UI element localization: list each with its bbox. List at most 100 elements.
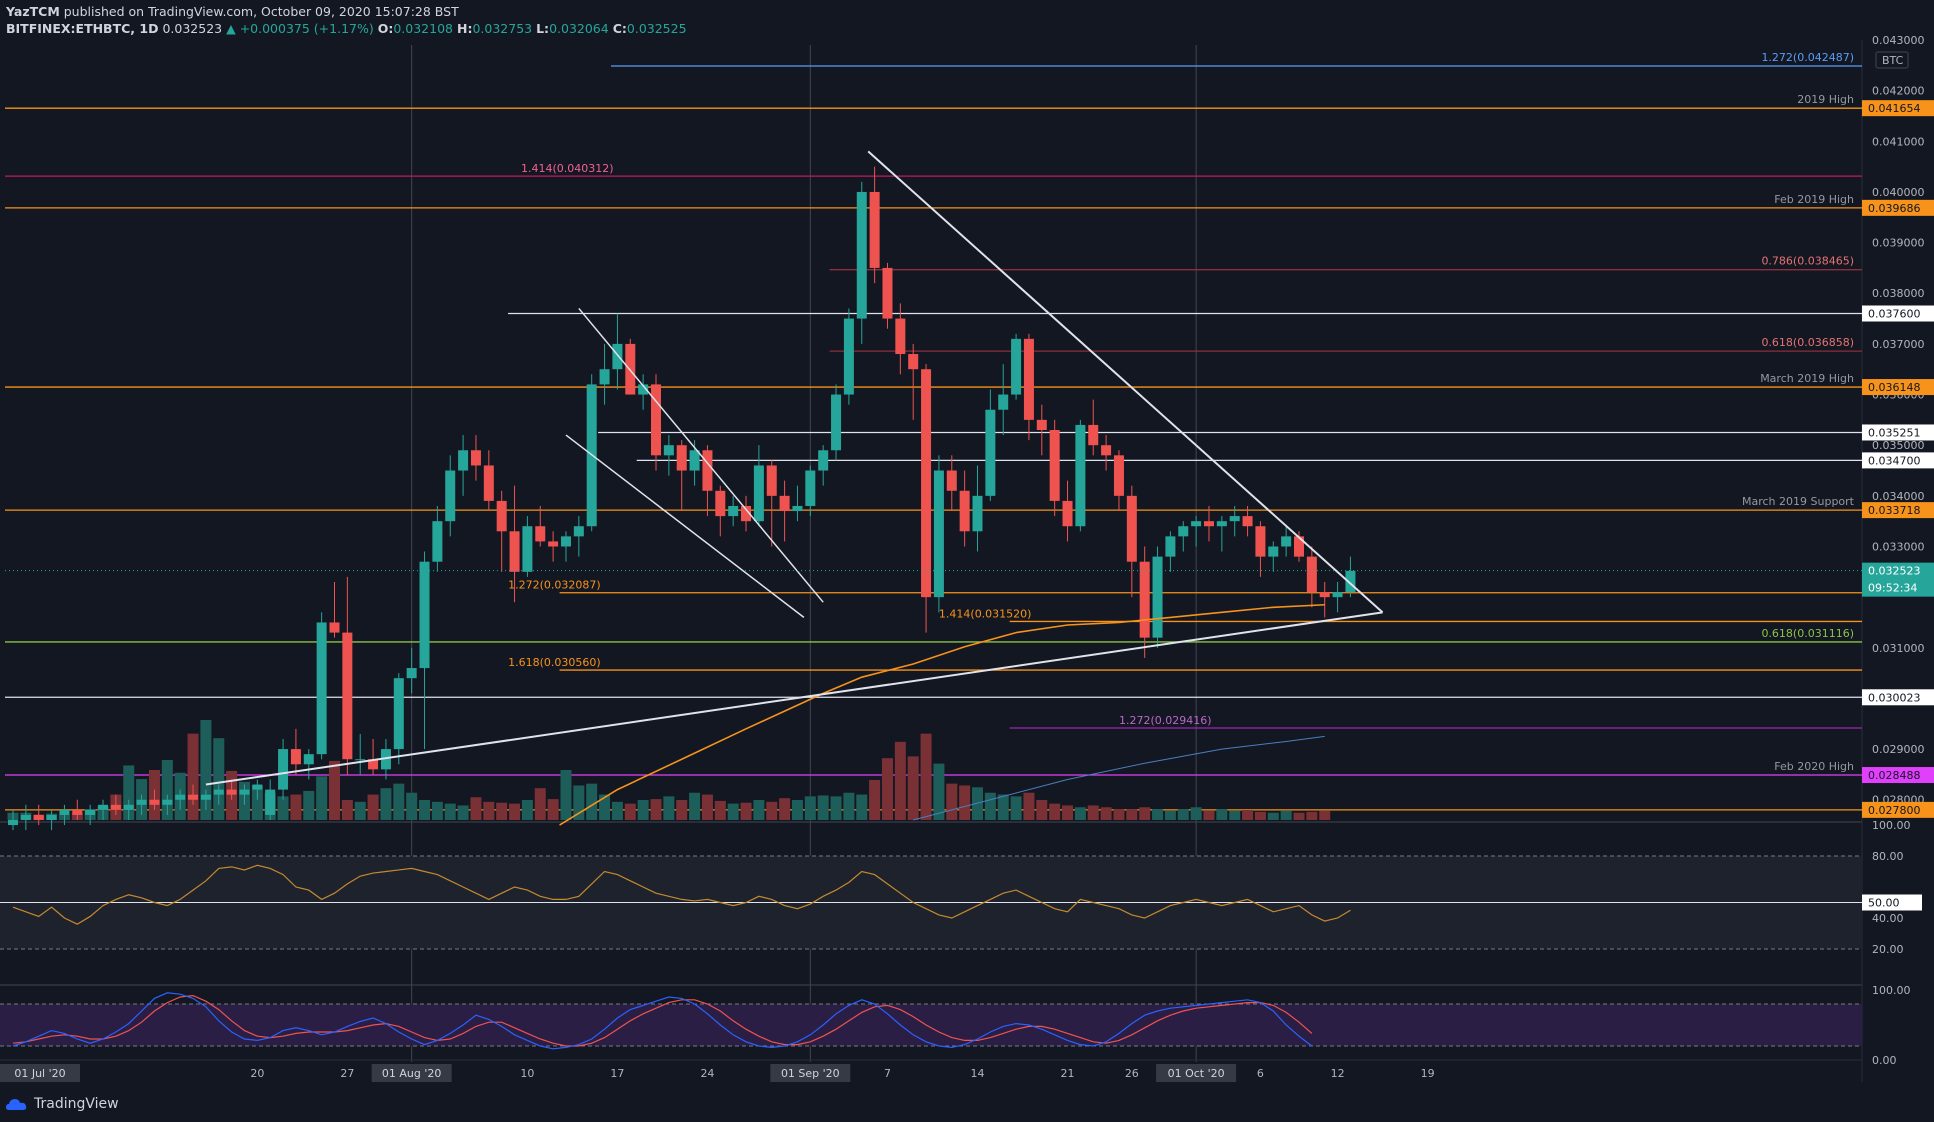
volume-bar [354, 801, 366, 820]
author-name[interactable]: YazTCM [6, 4, 60, 19]
volume-bar [1216, 809, 1228, 820]
volume-bar [367, 794, 379, 820]
candle-body [252, 784, 263, 790]
level-price-value: 0.028488 [1868, 769, 1921, 782]
volume-bar [316, 776, 328, 820]
volume-bar [637, 800, 649, 820]
symbol-name[interactable]: BITFINEX:ETHBTC, 1D [6, 21, 159, 36]
trendline [867, 150, 1384, 614]
candle-body [483, 465, 494, 501]
time-tick-label: 6 [1257, 1067, 1264, 1080]
trendline [205, 611, 1383, 786]
candle-body [1088, 424, 1099, 446]
candle-body [368, 759, 379, 770]
time-tick-box [770, 1064, 851, 1082]
price-tick-label: 0.033000 [1872, 540, 1925, 553]
rsi-line [12, 864, 1351, 925]
stoch-k-line [12, 992, 1313, 1050]
candle-body [316, 622, 327, 755]
low-value: 0.032064 [549, 21, 609, 36]
candle-body [1113, 455, 1124, 496]
candle-body [213, 789, 224, 795]
volume-bar [714, 800, 726, 820]
candle-body [1229, 516, 1240, 522]
volume-bar [161, 760, 173, 820]
level-price-value: 0.027800 [1868, 804, 1921, 817]
candle-body [20, 814, 31, 820]
up-arrow-icon: ▲ [226, 21, 236, 36]
level-label: 0.618(0.031116) [1761, 627, 1854, 640]
candle-body [599, 369, 610, 385]
time-tick-label: 26 [1125, 1067, 1139, 1080]
candle-body [162, 799, 173, 805]
level-price-value: 0.037600 [1868, 308, 1921, 321]
volume-bar [650, 799, 662, 820]
time-tick-label: 01 Aug '20 [382, 1067, 442, 1080]
volume-bar [1319, 810, 1331, 820]
volume-bar [856, 794, 868, 820]
volume-bar [920, 733, 932, 820]
volume-bar [560, 770, 572, 820]
volume-bar [1280, 810, 1292, 820]
candle-body [908, 354, 919, 370]
time-tick-label: 01 Sep '20 [781, 1067, 840, 1080]
volume-bar [457, 805, 469, 820]
candle-body [496, 500, 507, 532]
tradingview-brand: TradingView [34, 1096, 119, 1112]
volume-bar [624, 803, 636, 820]
level-price-value: 0.039686 [1868, 202, 1921, 215]
volume-bar [959, 785, 971, 820]
volume-bar [341, 800, 353, 820]
level-label: March 2019 Support [1742, 495, 1855, 508]
level-price-box [1862, 767, 1934, 784]
rsi-tick-label: 80.00 [1872, 850, 1904, 863]
candle-body [1255, 526, 1266, 557]
candle-body [329, 622, 340, 633]
candle-body [921, 369, 932, 598]
candle-body [985, 409, 996, 496]
volume-bar [766, 801, 778, 820]
currency-box [1875, 51, 1909, 69]
level-price-value: 0.036148 [1868, 381, 1921, 394]
volume-bar [187, 733, 199, 820]
price-tick-label: 0.037000 [1872, 338, 1925, 351]
volume-bar [329, 760, 340, 820]
candle-body [98, 804, 109, 810]
volume-bar [817, 795, 829, 820]
level-label: 1.272(0.029416) [1119, 714, 1212, 727]
high-label: H: [456, 21, 473, 36]
volume-bar [1139, 807, 1151, 820]
volume-bar [1177, 809, 1189, 820]
candle-body [432, 521, 443, 562]
stoch-tick-label: 100.00 [1872, 984, 1911, 997]
volume-bar [123, 765, 135, 820]
time-tick-label: 24 [700, 1067, 714, 1080]
time-tick-label: 7 [884, 1067, 891, 1080]
volume-bar [881, 758, 893, 820]
volume-bar [740, 802, 752, 820]
candle-body [535, 526, 546, 542]
time-tick-box [0, 1064, 80, 1082]
candle-body [753, 465, 764, 522]
candle-body [1075, 424, 1086, 527]
price-tick-label: 0.038000 [1872, 287, 1925, 300]
volume-bar [419, 800, 431, 820]
candle-body [226, 789, 237, 795]
time-tick-label: 20 [250, 1067, 264, 1080]
publish-info: published on TradingView.com, October 09… [63, 4, 459, 19]
volume-bar [586, 783, 598, 820]
rsi-tick-label: 100.00 [1872, 819, 1911, 832]
level-price-value: 0.034700 [1868, 454, 1921, 467]
candle-body [715, 490, 726, 517]
volume-bar [701, 794, 713, 820]
volume-bar [444, 803, 456, 820]
candle-body [1319, 592, 1330, 598]
volume-bar [1293, 812, 1305, 820]
low-label: L: [536, 21, 550, 36]
volume-bar [1036, 800, 1048, 820]
candle-body [445, 470, 456, 522]
tradingview-logo[interactable]: TradingView [6, 1096, 119, 1112]
candle-body [638, 384, 649, 395]
volume-bar [470, 797, 482, 820]
